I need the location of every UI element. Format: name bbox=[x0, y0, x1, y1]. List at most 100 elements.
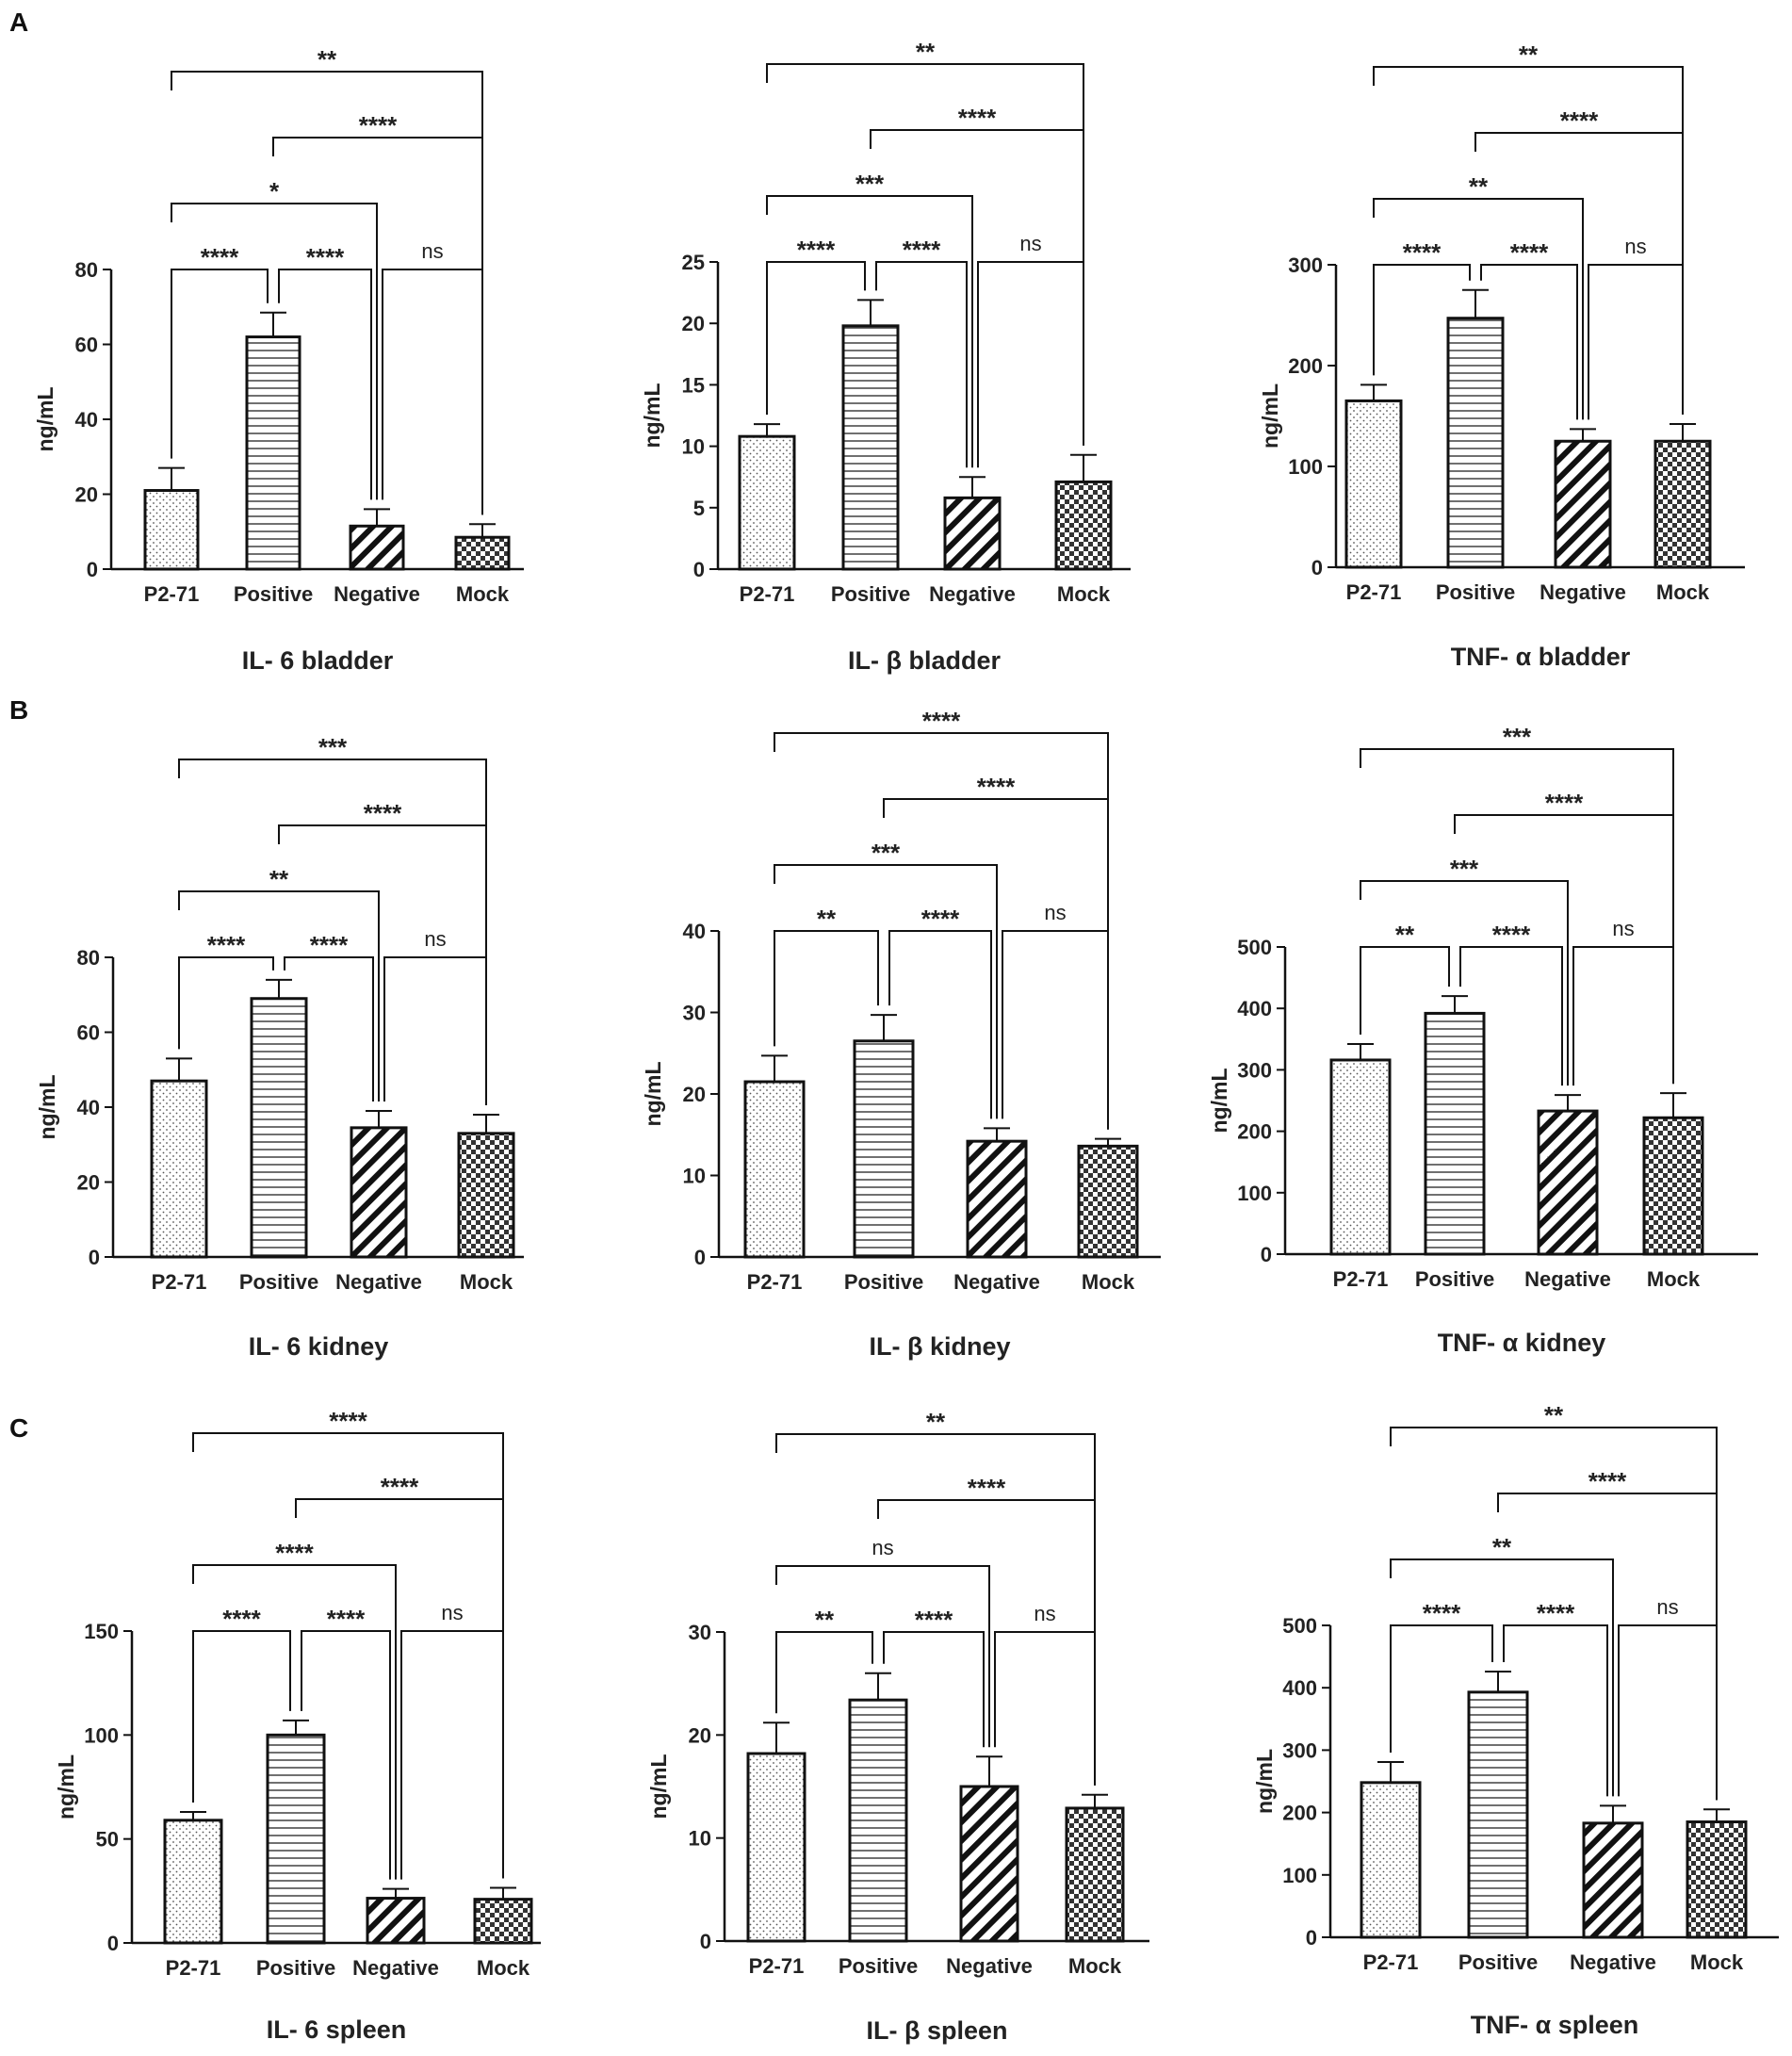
significance-label: **** bbox=[797, 236, 836, 264]
bar-positive bbox=[848, 1698, 908, 1943]
y-axis-label: ng/mL bbox=[1258, 383, 1282, 449]
significance-label: **** bbox=[1560, 106, 1599, 135]
chart-title: IL- 6 kidney bbox=[249, 1332, 389, 1361]
significance-bracket bbox=[278, 269, 372, 500]
chart-title: IL- 6 spleen bbox=[267, 2015, 407, 2044]
bar-p2-71 bbox=[1329, 1058, 1392, 1256]
significance-label: **** bbox=[1537, 1599, 1575, 1627]
significance-label: ns bbox=[421, 239, 443, 263]
significance-label: **** bbox=[207, 931, 246, 959]
significance-label: ns bbox=[1034, 1602, 1055, 1625]
y-axis-label: ng/mL bbox=[640, 383, 664, 449]
y-axis-label: ng/mL bbox=[1207, 1069, 1231, 1134]
y-tick-label: 80 bbox=[75, 258, 98, 282]
bar-p2-71 bbox=[150, 1079, 208, 1259]
x-tick-label: Positive bbox=[234, 582, 313, 606]
x-tick-label: Negative bbox=[1524, 1267, 1611, 1291]
bar-mock bbox=[457, 1132, 515, 1259]
significance-bracket bbox=[178, 956, 274, 1050]
x-tick-label: P2-71 bbox=[749, 1954, 805, 1978]
y-axis-label: ng/mL bbox=[35, 1075, 59, 1140]
x-tick-label: P2-71 bbox=[740, 582, 795, 606]
bar-positive bbox=[1467, 1690, 1529, 1939]
significance-bracket bbox=[766, 63, 1084, 446]
significance-label: **** bbox=[381, 1473, 419, 1501]
significance-label: **** bbox=[306, 243, 345, 271]
y-tick-label: 25 bbox=[682, 251, 705, 274]
bar-p2-71 bbox=[738, 434, 796, 571]
significance-label: ns bbox=[1624, 235, 1646, 258]
chart-5: 0 10 20 30 40 ng/mL P2-71 Positive Negative Mock *… bbox=[641, 707, 1161, 1361]
significance-bracket bbox=[192, 1630, 291, 1803]
bar-positive bbox=[853, 1039, 915, 1259]
significance-bracket bbox=[284, 956, 374, 1101]
significance-bracket bbox=[1390, 1558, 1614, 1797]
x-tick-label: P2-71 bbox=[166, 1956, 221, 1980]
bar-p2-71 bbox=[163, 1819, 223, 1945]
chart-9: 0 100 200 300 400 500 ng/mL P2-71 Positive Negati… bbox=[1252, 1401, 1779, 2039]
significance-bracket bbox=[178, 759, 487, 1105]
significance-bracket bbox=[278, 824, 487, 1105]
significance-bracket bbox=[1588, 264, 1684, 420]
significance-label: **** bbox=[1492, 921, 1531, 949]
significance-bracket bbox=[883, 1631, 985, 1748]
bar-positive bbox=[250, 997, 308, 1259]
significance-label: ns bbox=[1044, 901, 1066, 924]
y-tick-label: 20 bbox=[682, 312, 705, 335]
significance-bracket bbox=[1373, 66, 1684, 416]
x-tick-label: Negative bbox=[335, 1270, 422, 1294]
y-tick-label: 60 bbox=[75, 334, 98, 357]
y-tick-label: 150 bbox=[84, 1620, 119, 1643]
significance-bracket bbox=[171, 203, 378, 500]
bar-negative bbox=[350, 1126, 408, 1259]
significance-bracket bbox=[383, 956, 487, 1105]
x-tick-label: Mock bbox=[460, 1270, 513, 1294]
bar-positive bbox=[245, 335, 301, 571]
significance-bracket bbox=[192, 1564, 397, 1880]
chart-3: 0 100 200 300 ng/mL P2-71 Positive Negative Mock… bbox=[1258, 41, 1745, 671]
y-tick-label: 60 bbox=[77, 1021, 100, 1045]
y-tick-label: 500 bbox=[1237, 936, 1272, 959]
significance-label: **** bbox=[1510, 238, 1549, 267]
significance-bracket bbox=[1390, 1624, 1493, 1753]
chart-title: IL- β kidney bbox=[869, 1332, 1010, 1361]
significance-label: **** bbox=[968, 1474, 1006, 1502]
y-tick-label: 20 bbox=[75, 483, 98, 507]
significance-label: ** bbox=[1469, 172, 1489, 201]
bar-negative bbox=[943, 496, 1002, 571]
x-tick-label: Negative bbox=[352, 1956, 439, 1980]
y-axis-label: ng/mL bbox=[646, 1754, 671, 1819]
chart-title: TNF- α kidney bbox=[1438, 1329, 1606, 1357]
chart-2: 0 5 10 15 20 25 ng/mL P2-71 Positive Negative Mock… bbox=[640, 38, 1131, 675]
significance-bracket bbox=[1002, 930, 1109, 1130]
x-tick-label: P2-71 bbox=[1333, 1267, 1389, 1291]
significance-label: ** bbox=[269, 865, 289, 893]
bar-positive bbox=[1446, 317, 1505, 569]
x-tick-label: P2-71 bbox=[144, 582, 200, 606]
bar-positive bbox=[841, 324, 900, 571]
y-tick-label: 0 bbox=[1261, 1243, 1272, 1266]
significance-bracket bbox=[1474, 132, 1684, 416]
x-tick-label: Positive bbox=[1436, 580, 1515, 604]
significance-label: **** bbox=[364, 799, 402, 827]
significance-bracket bbox=[1618, 1624, 1718, 1801]
significance-label: **** bbox=[1403, 238, 1442, 267]
x-tick-label: Mock bbox=[1082, 1270, 1135, 1294]
y-tick-label: 200 bbox=[1282, 1802, 1317, 1825]
significance-label: ** bbox=[815, 1606, 835, 1634]
significance-bracket bbox=[171, 71, 483, 515]
bar-negative bbox=[366, 1897, 426, 1945]
significance-bracket bbox=[1390, 1427, 1718, 1801]
significance-label: ** bbox=[1492, 1533, 1512, 1561]
bar-mock bbox=[1054, 480, 1113, 571]
y-axis-label: ng/mL bbox=[1252, 1749, 1277, 1814]
y-tick-label: 80 bbox=[77, 946, 100, 970]
y-tick-label: 0 bbox=[89, 1246, 100, 1269]
significance-label: ** bbox=[916, 38, 936, 66]
significance-label: ns bbox=[1019, 232, 1041, 255]
x-tick-label: Negative bbox=[1570, 1950, 1656, 1974]
y-tick-label: 40 bbox=[683, 920, 706, 943]
y-axis-label: ng/mL bbox=[54, 1754, 78, 1819]
significance-bracket bbox=[1360, 880, 1569, 1086]
